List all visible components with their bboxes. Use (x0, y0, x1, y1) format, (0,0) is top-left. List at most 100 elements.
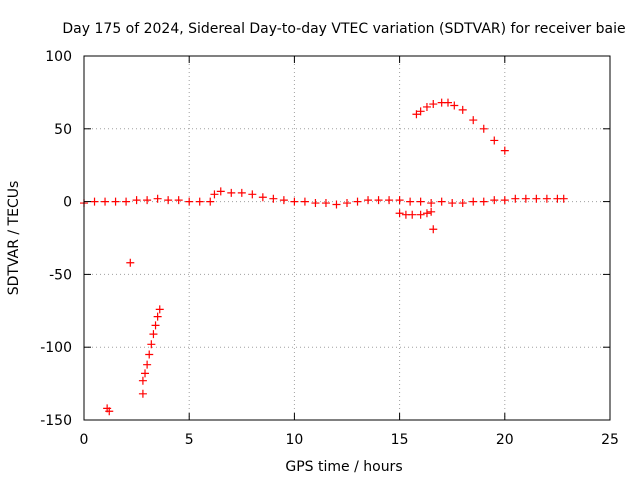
data-point (532, 194, 541, 203)
data-point (469, 197, 478, 206)
x-tick-label: 20 (496, 432, 514, 448)
grid-lines (84, 56, 610, 420)
data-point (258, 193, 267, 202)
data-point (542, 194, 551, 203)
data-points (80, 98, 568, 416)
data-point (395, 209, 404, 218)
series-high-arc (412, 98, 509, 155)
data-point (374, 196, 383, 205)
x-tick-label: 0 (80, 432, 89, 448)
data-point (141, 369, 150, 378)
data-point (126, 258, 135, 267)
data-point (279, 196, 288, 205)
y-tick-label: 100 (45, 49, 72, 65)
data-point (479, 197, 488, 206)
data-point (429, 225, 438, 234)
data-point (395, 196, 404, 205)
data-point (416, 107, 425, 116)
data-point (406, 197, 415, 206)
data-point (149, 330, 158, 339)
data-point (147, 340, 156, 349)
data-point (269, 194, 278, 203)
chart-title: Day 175 of 2024, Sidereal Day-to-day VTE… (62, 21, 625, 37)
data-point (237, 188, 246, 197)
y-tick-label: 50 (54, 122, 72, 138)
data-point (422, 102, 431, 111)
data-point (458, 105, 467, 114)
y-tick-label: -150 (40, 413, 72, 429)
data-point (145, 350, 154, 359)
data-point (443, 98, 452, 107)
data-point (490, 136, 499, 145)
axis-ticks: 0 5 10 15 20 25 -150 -100 -50 0 50 100 (40, 49, 619, 448)
data-point (164, 196, 173, 205)
data-point (500, 196, 509, 205)
data-point (101, 197, 110, 206)
data-point (429, 100, 438, 109)
data-point (153, 194, 162, 203)
data-point (321, 199, 330, 208)
data-point (138, 376, 147, 385)
data-point (559, 194, 568, 203)
data-point (290, 197, 299, 206)
series-steep-rise (138, 305, 164, 385)
data-point (353, 197, 362, 206)
data-point (138, 389, 147, 398)
data-point (132, 196, 141, 205)
data-point (343, 199, 351, 208)
data-point (185, 197, 194, 206)
data-point (364, 196, 373, 205)
data-point (122, 197, 131, 206)
data-point (210, 190, 219, 199)
data-point (90, 197, 99, 206)
y-tick-label: -100 (40, 340, 72, 356)
data-point (511, 194, 520, 203)
data-point (227, 188, 236, 197)
data-point (521, 194, 530, 203)
data-point (311, 199, 320, 208)
data-point (111, 197, 120, 206)
data-point (412, 110, 421, 119)
data-point (151, 321, 160, 330)
y-tick-label: -50 (49, 267, 72, 283)
x-tick-label: 5 (185, 432, 194, 448)
data-point (500, 146, 509, 155)
x-tick-label: 25 (601, 432, 619, 448)
y-tick-label: 0 (63, 195, 72, 211)
data-point (216, 187, 225, 196)
data-point (155, 305, 164, 314)
data-point (206, 197, 215, 206)
data-point (105, 407, 114, 416)
data-point (427, 207, 436, 216)
series-baseline-bump (210, 187, 425, 209)
data-point (143, 360, 152, 369)
data-point (416, 210, 425, 219)
data-point (408, 210, 417, 219)
data-point (490, 196, 499, 205)
x-tick-label: 10 (285, 432, 303, 448)
data-point (416, 197, 425, 206)
data-point (195, 197, 204, 206)
data-point (458, 199, 467, 208)
data-point (427, 199, 436, 208)
data-point (248, 190, 257, 199)
data-point (300, 197, 309, 206)
data-point (332, 200, 341, 209)
series-dip (395, 207, 436, 219)
data-point (385, 196, 394, 205)
y-axis-label: SDTVAR / TECUs (6, 181, 22, 296)
series-outliers (103, 225, 438, 416)
data-point (450, 101, 459, 110)
series-baseline-late (427, 194, 568, 208)
data-point (153, 312, 162, 321)
data-point (469, 116, 478, 125)
data-point (448, 199, 457, 208)
plot-frame (83, 55, 611, 421)
data-point (143, 196, 152, 205)
data-point (174, 196, 183, 205)
x-axis-label: GPS time / hours (285, 459, 402, 475)
series-baseline-early (80, 194, 215, 208)
x-tick-label: 15 (391, 432, 409, 448)
data-point (422, 209, 431, 218)
